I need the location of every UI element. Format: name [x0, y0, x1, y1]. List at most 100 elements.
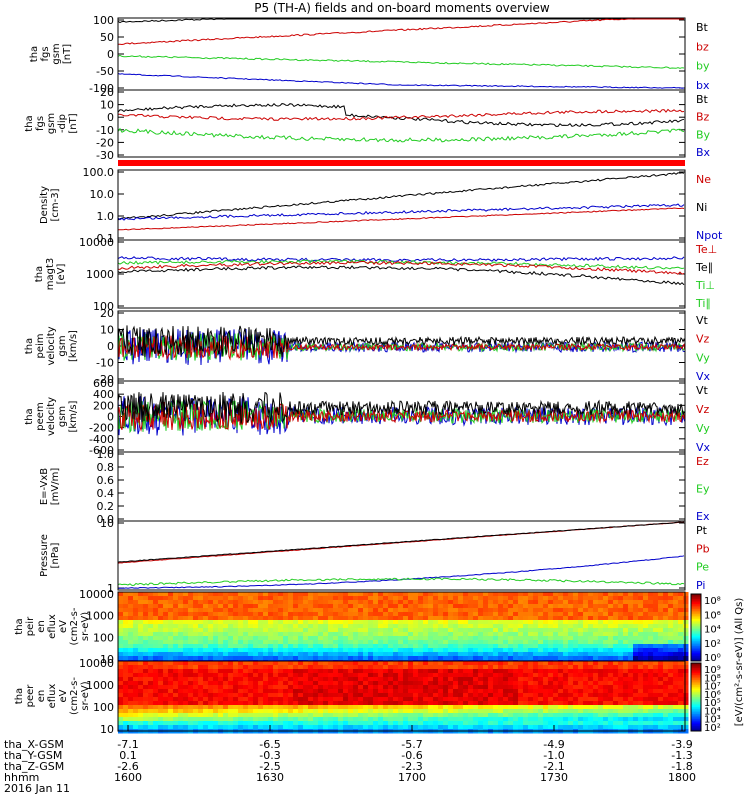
spectrogram-cell — [238, 665, 244, 670]
series-bx — [117, 73, 685, 89]
spectrogram-cell — [558, 596, 564, 601]
spectrogram-cell — [213, 725, 219, 730]
spectrogram-cell — [223, 604, 229, 609]
spectrogram-cell — [273, 717, 279, 722]
spectrogram-cell — [283, 693, 289, 698]
spectrogram-cell — [123, 608, 129, 613]
spectrogram-cell — [488, 648, 494, 653]
spectrogram-cell — [678, 616, 684, 621]
plot-title: P5 (TH-A) fields and on-board moments ov… — [254, 1, 550, 15]
spectrogram-cell — [143, 636, 149, 641]
spectrogram-cell — [448, 628, 454, 633]
spectrogram-cell — [648, 673, 654, 678]
spectrogram-cell — [293, 697, 299, 702]
spectrogram-cell — [558, 608, 564, 613]
spectrogram-cell — [153, 604, 159, 609]
spectrogram-cell — [128, 721, 134, 726]
spectrogram-cell — [468, 701, 474, 706]
spectrogram-cell — [628, 685, 634, 690]
spectrogram-cell — [193, 652, 199, 657]
spectrogram-cell — [503, 632, 509, 637]
spectrogram-cell — [263, 669, 269, 674]
spectrogram-cell — [393, 628, 399, 633]
colorbar-cell — [691, 604, 701, 607]
spectrogram-cell — [433, 656, 439, 661]
spectrogram-cell — [148, 648, 154, 653]
panel-frame — [117, 451, 686, 522]
spectrogram-cell — [558, 685, 564, 690]
spectrogram-cell — [678, 636, 684, 641]
spectrogram-cell — [238, 636, 244, 641]
spectrogram-cell — [668, 709, 674, 714]
legend-entry: Ey — [696, 483, 710, 496]
spectrogram-cell — [628, 592, 634, 597]
spectrogram-cell — [273, 721, 279, 726]
spectrogram-cell — [398, 640, 404, 645]
spectrogram-cell — [278, 705, 284, 710]
spectrogram-cell — [448, 620, 454, 625]
spectrogram-cell — [473, 644, 479, 649]
spectrogram-cell — [203, 644, 209, 649]
spectrogram-cell — [538, 677, 544, 682]
spectrogram-cell — [573, 669, 579, 674]
spectrogram-cell — [473, 661, 479, 666]
spectrogram-cell — [618, 616, 624, 621]
spectrogram-cell — [163, 697, 169, 702]
spectrogram-cell — [388, 725, 394, 730]
spectrogram-cell — [438, 697, 444, 702]
spectrogram-cell — [173, 665, 179, 670]
spectrogram-cell — [433, 669, 439, 674]
spectrogram-cell — [608, 644, 614, 649]
spectrogram-cell — [268, 717, 274, 722]
spectrogram-cell — [253, 596, 259, 601]
spectrogram-cell — [548, 681, 554, 686]
spectrogram-cell — [613, 705, 619, 710]
spectrogram-cell — [233, 697, 239, 702]
spectrogram-cell — [658, 648, 664, 653]
y-axis-label: [nT] — [68, 113, 79, 133]
spectrogram-cell — [278, 592, 284, 597]
spectrogram-cell — [458, 717, 464, 722]
spectrogram-cell — [293, 693, 299, 698]
y-axis-label: velocity — [46, 397, 57, 436]
spectrogram-cell — [313, 628, 319, 633]
spectrogram-cell — [663, 620, 669, 625]
spectrogram-cell — [553, 665, 559, 670]
spectrogram-cell — [473, 709, 479, 714]
spectrogram-cell — [438, 709, 444, 714]
spectrogram-cell — [388, 620, 394, 625]
spectrogram-cell — [168, 600, 174, 605]
spectrogram-cell — [298, 701, 304, 706]
spectrogram-cell — [548, 669, 554, 674]
spectrogram-cell — [258, 592, 264, 597]
spectrogram-cell — [658, 608, 664, 613]
spectrogram-cell — [163, 620, 169, 625]
spectrogram-cell — [488, 661, 494, 666]
spectrogram-cell — [138, 640, 144, 645]
spectrogram-cell — [193, 644, 199, 649]
spectrogram-cell — [613, 608, 619, 613]
spectrogram-cell — [518, 592, 524, 597]
spectrogram-cell — [223, 632, 229, 637]
spectrogram-cell — [603, 709, 609, 714]
y-axis-label: E=-VxB — [39, 468, 50, 505]
spectrogram-cell — [368, 620, 374, 625]
spectrogram-cell — [618, 685, 624, 690]
spectrogram-cell — [568, 721, 574, 726]
spectrogram-cell — [433, 681, 439, 686]
spectrogram-cell — [413, 596, 419, 601]
spectrogram-cell — [628, 604, 634, 609]
x-axis-value: -4.9 — [543, 738, 564, 751]
spectrogram-cell — [238, 673, 244, 678]
spectrogram-cell — [503, 620, 509, 625]
spectrogram-cell — [143, 701, 149, 706]
spectrogram-cell — [568, 665, 574, 670]
spectrogram-cell — [258, 661, 264, 666]
y-axis-label: en — [36, 690, 47, 703]
spectrogram-cell — [478, 644, 484, 649]
spectrogram-cell — [133, 725, 139, 730]
spectrogram-cell — [213, 713, 219, 718]
spectrogram-cell — [283, 616, 289, 621]
spectrogram-cell — [358, 652, 364, 657]
spectrogram-cell — [213, 640, 219, 645]
